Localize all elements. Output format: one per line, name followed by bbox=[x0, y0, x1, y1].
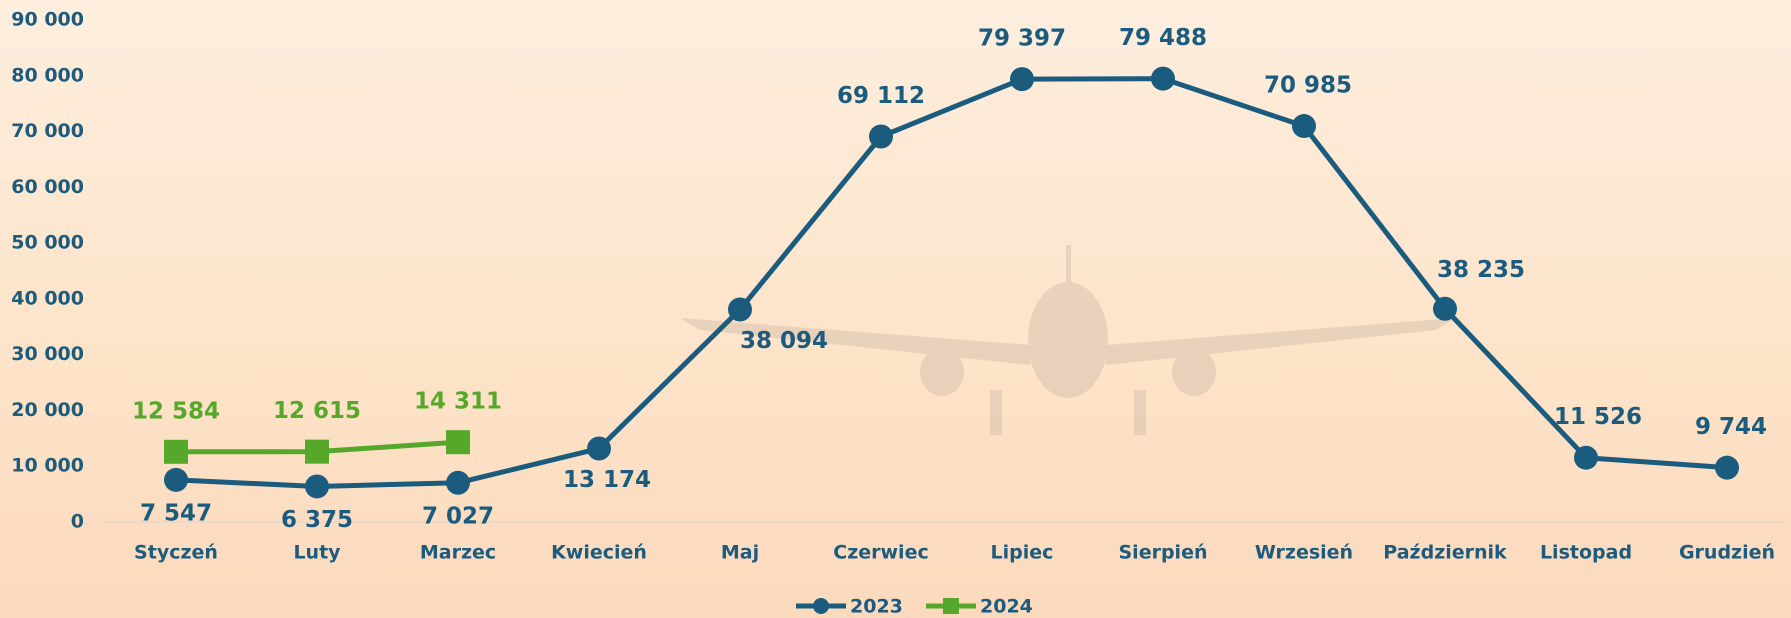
x-tick-label: Lipiec bbox=[991, 542, 1054, 564]
legend-label: 2023 bbox=[850, 596, 903, 618]
y-tick-label: 10 000 bbox=[11, 455, 84, 477]
data-label: 12 584 bbox=[132, 398, 220, 424]
data-label: 38 094 bbox=[740, 328, 828, 354]
data-label: 6 375 bbox=[281, 507, 353, 533]
point-marker bbox=[305, 474, 329, 499]
point-marker bbox=[164, 467, 188, 492]
data-label: 14 311 bbox=[414, 389, 502, 415]
data-label: 7 547 bbox=[140, 500, 212, 526]
point-marker bbox=[869, 124, 893, 149]
data-label: 38 235 bbox=[1437, 257, 1525, 283]
data-label: 9 744 bbox=[1695, 414, 1767, 440]
point-marker bbox=[1574, 445, 1598, 470]
x-tick-label: Listopad bbox=[1540, 542, 1632, 564]
y-tick-label: 90 000 bbox=[11, 9, 84, 31]
point-marker bbox=[1292, 114, 1316, 139]
data-label: 11 526 bbox=[1554, 404, 1642, 430]
x-tick-label: Październik bbox=[1383, 542, 1507, 564]
point-marker bbox=[1433, 296, 1457, 321]
data-label: 12 615 bbox=[273, 398, 361, 424]
plane-silhouette bbox=[680, 245, 1456, 435]
x-tick-label: Luty bbox=[293, 542, 341, 564]
point-marker bbox=[587, 436, 611, 461]
x-tick-label: Czerwiec bbox=[833, 542, 928, 564]
data-label: 79 488 bbox=[1119, 25, 1207, 51]
legend-marker bbox=[943, 598, 959, 614]
y-tick-label: 50 000 bbox=[11, 232, 84, 254]
data-label: 7 027 bbox=[422, 503, 494, 529]
point-marker bbox=[728, 297, 752, 322]
data-label: 69 112 bbox=[837, 83, 925, 109]
legend-marker bbox=[813, 598, 829, 614]
y-tick-label: 20 000 bbox=[11, 399, 84, 421]
y-tick-label: 80 000 bbox=[11, 64, 84, 86]
y-tick-label: 40 000 bbox=[11, 287, 84, 309]
x-tick-label: Grudzień bbox=[1679, 542, 1775, 564]
data-label: 13 174 bbox=[563, 467, 651, 493]
y-tick-label: 60 000 bbox=[11, 176, 84, 198]
x-tick-label: Maj bbox=[721, 542, 759, 564]
point-marker bbox=[446, 470, 470, 495]
point-marker bbox=[446, 430, 470, 455]
x-tick-label: Kwiecień bbox=[551, 542, 647, 564]
data-label: 70 985 bbox=[1264, 73, 1352, 99]
x-tick-label: Wrzesień bbox=[1255, 542, 1353, 564]
y-tick-label: 30 000 bbox=[11, 343, 84, 365]
point-marker bbox=[1010, 67, 1034, 92]
x-tick-label: Styczeń bbox=[134, 542, 218, 564]
x-tick-label: Sierpień bbox=[1119, 542, 1208, 564]
point-marker bbox=[164, 439, 188, 464]
x-tick-label: Marzec bbox=[420, 542, 496, 564]
series-line bbox=[175, 76, 1728, 489]
point-marker bbox=[1151, 66, 1175, 91]
point-marker bbox=[1715, 455, 1739, 480]
y-tick-label: 70 000 bbox=[11, 120, 84, 142]
data-label: 79 397 bbox=[978, 26, 1066, 52]
legend-label: 2024 bbox=[980, 596, 1033, 618]
y-tick-label: 0 bbox=[71, 511, 84, 533]
point-marker bbox=[305, 439, 329, 464]
